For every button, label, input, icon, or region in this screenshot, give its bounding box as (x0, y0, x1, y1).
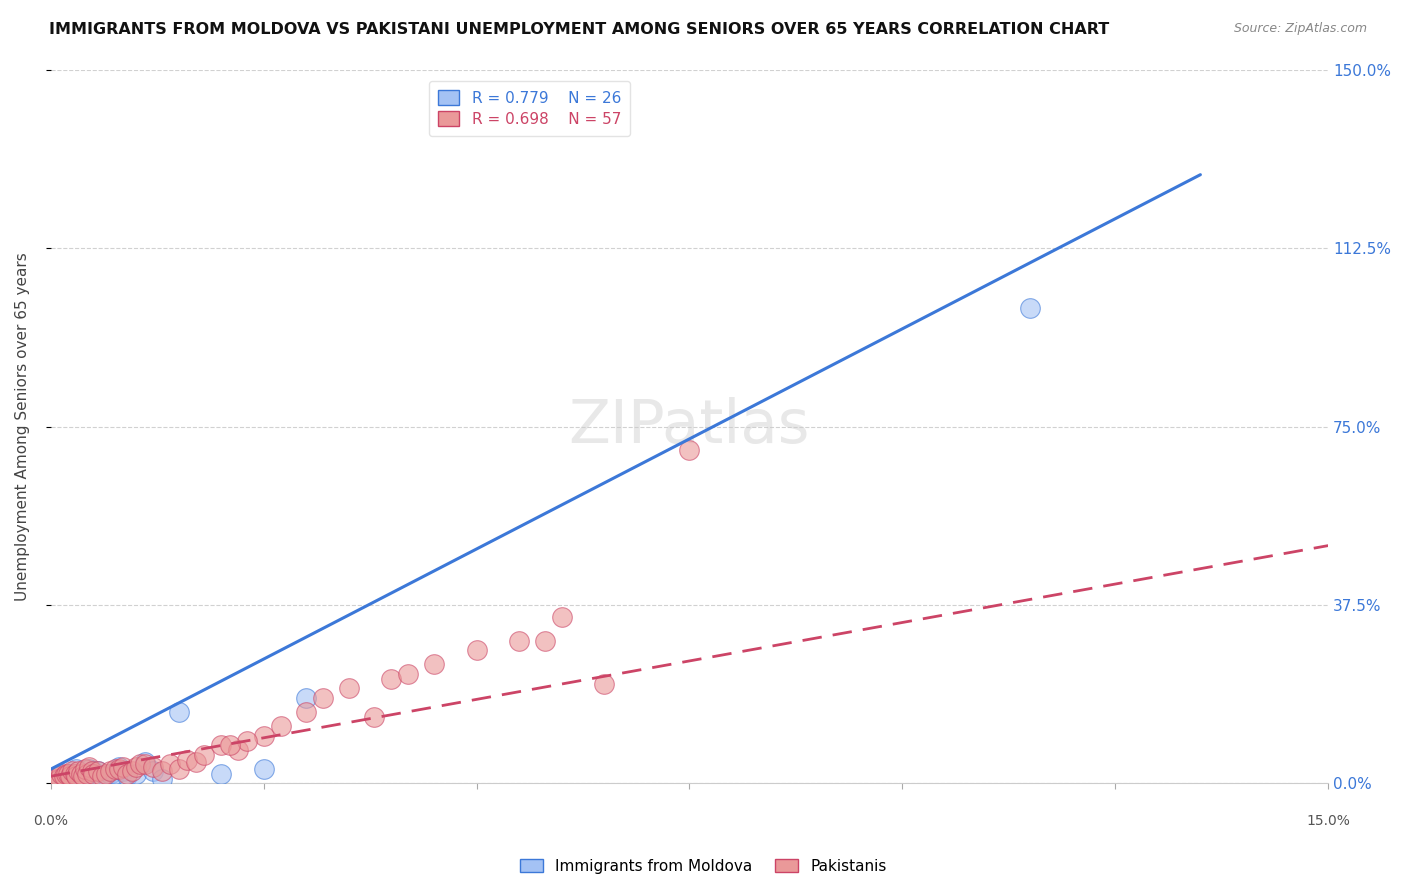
Point (96, 767, 118, 781)
Point (117, 767, 139, 781)
Point (134, 755, 156, 769)
Text: ZIPatlas: ZIPatlas (569, 397, 810, 456)
Point (90, 772, 112, 786)
Point (77, 762, 100, 776)
Point (56, 767, 79, 781)
Point (104, 762, 127, 776)
Point (134, 757, 156, 772)
Point (48, 769, 70, 783)
Point (82, 764, 104, 779)
Point (167, 705, 190, 719)
Point (312, 690, 335, 705)
Point (65, 762, 87, 776)
Point (363, 710, 385, 724)
Point (253, 729, 276, 743)
Text: IMMIGRANTS FROM MOLDOVA VS PAKISTANI UNEMPLOYMENT AMONG SENIORS OVER 65 YEARS CO: IMMIGRANTS FROM MOLDOVA VS PAKISTANI UNE… (49, 22, 1109, 37)
Point (60, 767, 83, 781)
Point (380, 672, 402, 686)
Point (108, 762, 131, 776)
Point (150, 772, 173, 786)
Point (69, 767, 91, 781)
Point (142, 764, 165, 779)
Point (176, 753, 198, 767)
Point (48, 772, 70, 786)
Point (82, 767, 104, 781)
Point (67, 764, 90, 779)
Point (337, 681, 360, 696)
Legend: R = 0.779    N = 26, R = 0.698    N = 57: R = 0.779 N = 26, R = 0.698 N = 57 (429, 81, 630, 136)
Point (235, 733, 257, 747)
Point (193, 747, 215, 762)
Point (226, 743, 249, 757)
Point (159, 757, 181, 772)
Point (100, 764, 122, 779)
Point (100, 767, 122, 781)
Point (295, 705, 318, 719)
Point (52, 769, 75, 783)
Point (77, 760, 100, 774)
Point (593, 676, 616, 690)
Point (55, 767, 77, 781)
Point (150, 764, 173, 779)
Point (465, 643, 488, 657)
Point (117, 769, 139, 783)
Legend: Immigrants from Moldova, Pakistanis: Immigrants from Moldova, Pakistanis (513, 853, 893, 880)
Point (423, 657, 446, 672)
Point (508, 633, 530, 648)
Point (125, 760, 148, 774)
Point (44, 772, 66, 786)
Text: Source: ZipAtlas.com: Source: ZipAtlas.com (1233, 22, 1367, 36)
Point (112, 764, 135, 779)
Point (209, 739, 232, 753)
Point (184, 755, 207, 769)
Point (108, 760, 131, 774)
Point (125, 767, 148, 781)
Point (90, 769, 112, 783)
Point (270, 719, 292, 733)
Point (112, 760, 135, 774)
Point (218, 739, 240, 753)
Point (551, 610, 574, 624)
Point (1019, 301, 1042, 315)
Point (65, 769, 87, 783)
Point (72, 769, 94, 783)
Point (73, 762, 96, 776)
Point (253, 762, 276, 776)
Point (398, 667, 420, 681)
Point (52, 772, 75, 786)
Point (58, 769, 80, 783)
Point (69, 769, 91, 783)
Text: 15.0%: 15.0% (1306, 814, 1350, 828)
Point (76, 767, 98, 781)
Point (63, 767, 86, 781)
Point (295, 690, 318, 705)
Point (56, 767, 79, 781)
Text: 0.0%: 0.0% (34, 814, 69, 828)
Point (129, 757, 152, 772)
Point (142, 760, 165, 774)
Point (86, 764, 108, 779)
Point (121, 764, 143, 779)
Point (167, 762, 190, 776)
Y-axis label: Unemployment Among Seniors over 65 years: Unemployment Among Seniors over 65 years (15, 252, 30, 601)
Point (49, 767, 72, 781)
Point (209, 767, 232, 781)
Point (86, 764, 108, 779)
Point (678, 443, 700, 458)
Point (104, 767, 127, 781)
Point (80, 764, 103, 779)
Point (46, 769, 69, 783)
Point (533, 633, 555, 648)
Point (73, 769, 96, 783)
Point (96, 769, 118, 783)
Point (60, 764, 83, 779)
